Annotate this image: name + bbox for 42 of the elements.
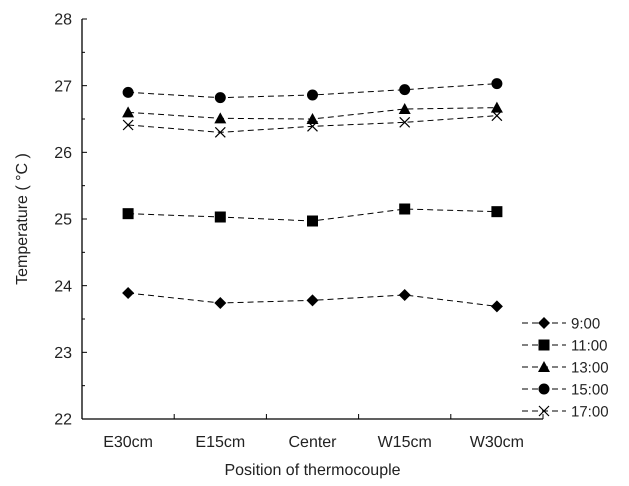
point [491,110,502,122]
x-tick-label: W30cm [470,434,524,451]
x-tick-label: W15cm [378,434,432,451]
legend-label: 11:00 [571,337,608,354]
point [214,112,226,124]
point [399,116,410,128]
y-tick-label: 25 [54,212,72,229]
y-tick-label: 26 [54,144,72,162]
x-axis-title: Position of thermocouple [224,462,401,479]
point [306,294,318,306]
x-tick-label: E30cm [103,434,153,451]
point [399,84,410,96]
point [214,92,226,104]
point [306,120,318,132]
y-tick-label: 23 [54,344,72,362]
legend-label: 17:00 [571,403,609,420]
point [491,206,502,218]
point [122,119,134,131]
point [214,297,226,309]
point [122,86,134,98]
point [214,126,226,138]
y-tick-label: 22 [54,412,72,429]
y-tick-label: 24 [54,278,72,296]
point [398,103,411,114]
point [307,216,318,226]
y-tick-label: 27 [54,78,72,96]
point [122,287,134,299]
point [214,212,226,222]
y-axis-title: Temperature ( °C ) [14,153,31,285]
point [398,289,411,301]
point [399,204,410,214]
legend-label: 13:00 [571,359,609,376]
legend-label: 15:00 [571,381,609,398]
point [491,78,502,90]
legend-label: 9:00 [571,315,600,332]
point [490,300,503,312]
point [122,208,134,220]
point [307,90,318,100]
x-tick-label: E15cm [195,434,246,451]
y-tick-label: 28 [54,12,72,29]
point [122,106,134,118]
x-tick-label: Center [288,434,338,451]
